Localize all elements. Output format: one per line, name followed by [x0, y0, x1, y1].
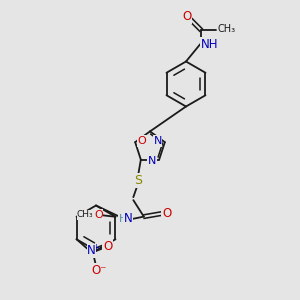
Text: NH: NH — [201, 38, 218, 51]
Text: +: + — [92, 243, 99, 252]
Text: O: O — [162, 206, 171, 220]
Text: CH₃: CH₃ — [77, 211, 94, 220]
Text: O: O — [182, 10, 191, 23]
Text: CH₃: CH₃ — [218, 24, 236, 34]
Text: H: H — [118, 214, 127, 224]
Text: N: N — [153, 136, 162, 146]
Text: O⁻: O⁻ — [91, 264, 106, 277]
Text: O: O — [94, 210, 103, 220]
Text: N: N — [124, 212, 133, 225]
Text: S: S — [134, 174, 142, 187]
Text: O: O — [103, 240, 112, 253]
Text: N: N — [87, 244, 96, 257]
Text: O: O — [137, 136, 146, 146]
Text: N: N — [148, 156, 156, 166]
